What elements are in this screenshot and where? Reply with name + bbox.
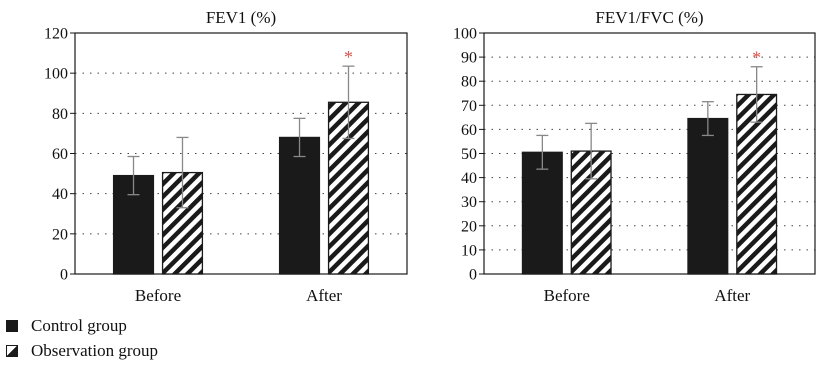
legend-swatch-observation (6, 344, 18, 357)
fev1-fvc-significance-marker: * (752, 48, 761, 68)
legend-label-observation: Observation group (31, 340, 159, 360)
fev1-fvc-chart: FEV1/FVC (%) 0 10 20 30 40 50 60 70 80 90 100 Before… (453, 8, 816, 305)
fev1-chart: FEV1 (%) 0 20 40 60 80 100 120 Before * After (44, 8, 408, 305)
fev1-bar-control-group (278, 136, 321, 275)
fev1-ytick-label: 80 (52, 106, 68, 123)
fev1-ytick-label: 0 (60, 267, 68, 284)
legend-label-control: Control group (31, 315, 127, 335)
fev1-ytick-label: 20 (52, 226, 68, 243)
fev1-ytick-label: 60 (52, 146, 68, 163)
fev1-fvc-category-label: Before (544, 286, 590, 305)
fev1-fvc-ytick-label: 30 (461, 194, 477, 211)
fev1-category-label: Before (135, 286, 181, 305)
fev1-fvc-ytick-label: 0 (469, 267, 477, 284)
fev1-fvc-ytick-label: 20 (461, 218, 477, 235)
fev1-fvc-ytick-label: 50 (461, 146, 477, 163)
fev1-fvc-title: FEV1/FVC (%) (595, 8, 703, 27)
fev1-fvc-ytick-label: 90 (461, 50, 477, 67)
legend: Control group Observation group (6, 313, 158, 363)
fev1-fvc-ytick-label: 60 (461, 122, 477, 139)
fev1-fvc-bar-control-group (687, 117, 729, 275)
fev1-plot-frame (74, 32, 408, 275)
fev1-fvc-ytick-label: 80 (461, 74, 477, 91)
fev1-category-label: After (306, 286, 342, 305)
legend-item-control: Control group (6, 313, 158, 338)
fev1-fvc-bar-control-group (521, 151, 563, 275)
fev1-fvc-ytick-label: 40 (461, 170, 477, 187)
fev1-fvc-bar-observation-group (736, 93, 778, 275)
fev1-fvc-category-label: After (714, 286, 750, 305)
fev1-fvc-plot-frame (483, 32, 816, 275)
fev1-ytick-label: 100 (44, 66, 68, 83)
fev1-significance-marker: * (344, 47, 353, 67)
fev1-fvc-ytick-label: 10 (461, 242, 477, 259)
fev1-ytick-label: 120 (44, 26, 68, 43)
fev1-fvc-ytick-label: 70 (461, 98, 477, 115)
legend-item-observation: Observation group (6, 338, 158, 363)
fev1-ytick-label: 40 (52, 186, 68, 203)
fev1-title: FEV1 (%) (206, 8, 276, 27)
legend-swatch-control (6, 319, 18, 332)
fev1-fvc-ytick-label: 100 (453, 26, 477, 43)
